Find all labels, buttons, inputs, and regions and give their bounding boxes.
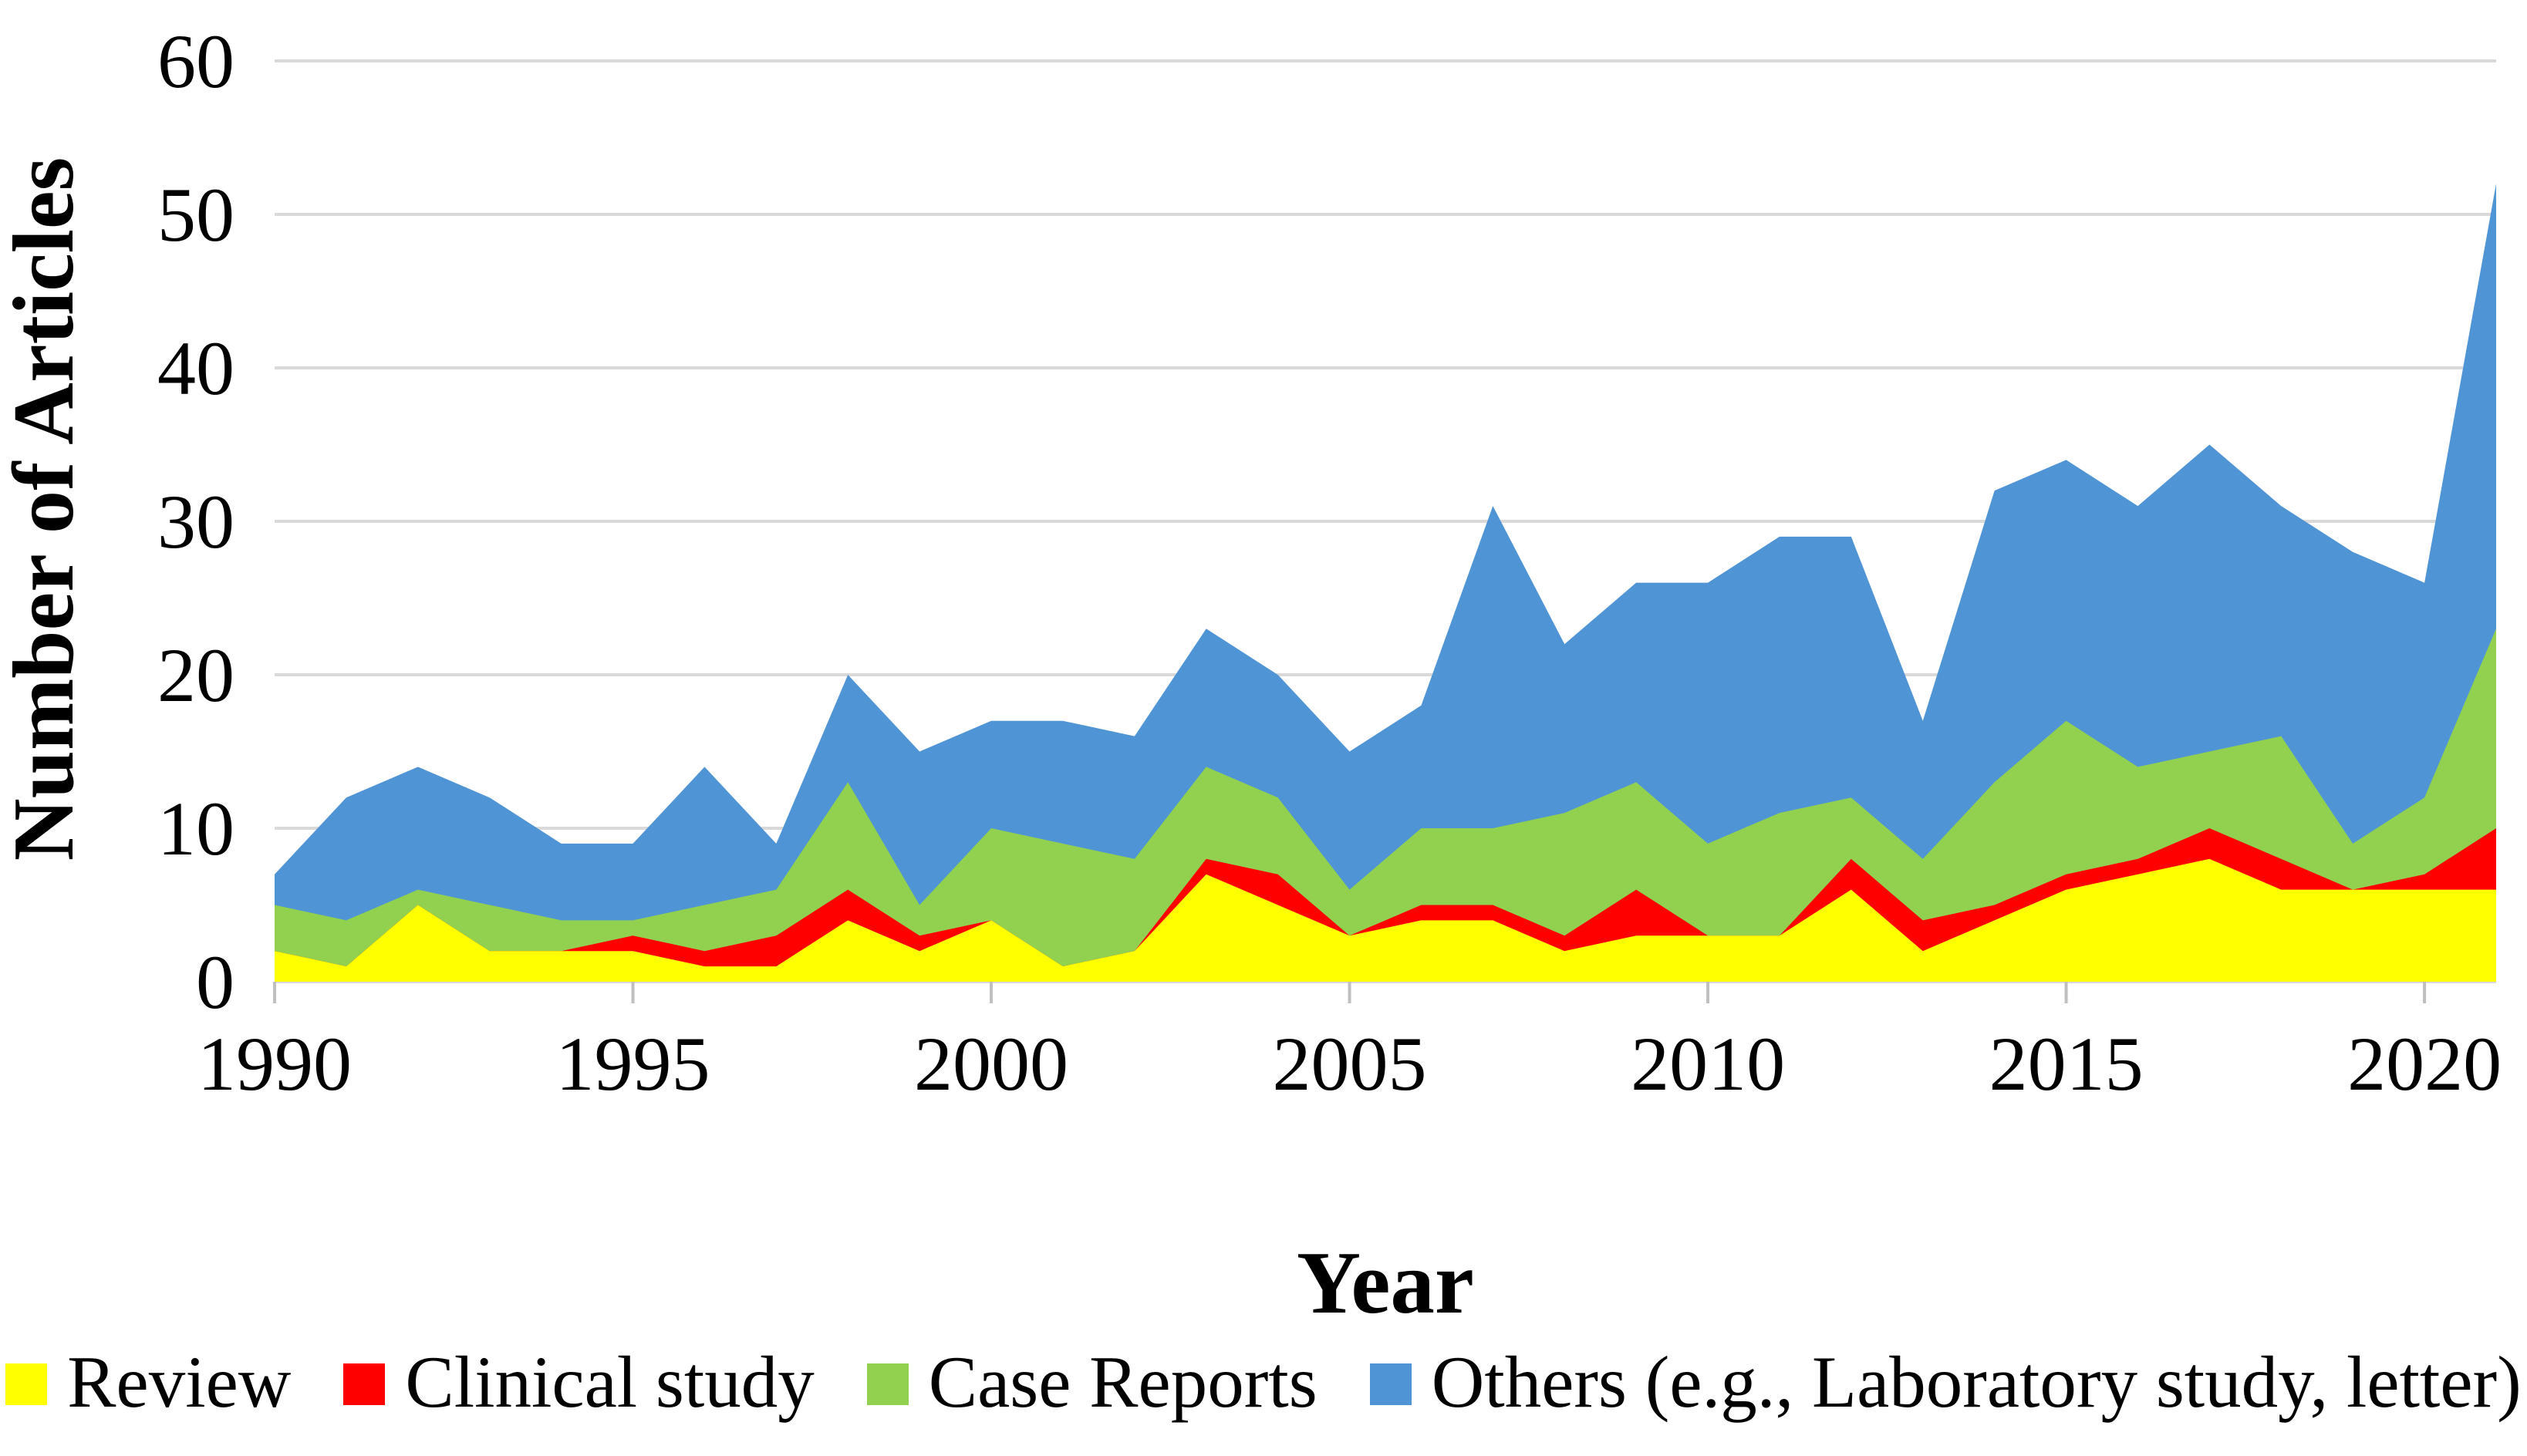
legend-item-review: Review — [5, 1340, 291, 1424]
legend-item-case-reports: Case Reports — [866, 1340, 1317, 1424]
area-others-e-g-laboratory-study-letter — [275, 184, 2496, 982]
y-tick-label-20: 20 — [157, 632, 234, 718]
x-tick-label-2015: 2015 — [1989, 1021, 2144, 1107]
legend-label-case-reports: Case Reports — [928, 1341, 1317, 1423]
legend-label-clinical-study: Clinical study — [405, 1341, 815, 1423]
x-tick-label-2005: 2005 — [1273, 1021, 1427, 1107]
legend-item-clinical-study: Clinical study — [343, 1340, 815, 1424]
others-swatch-icon — [1369, 1363, 1412, 1405]
review-swatch-icon — [5, 1363, 48, 1405]
legend: Review Clinical study Case Reports Other… — [0, 1328, 2527, 1436]
legend-label-others: Others (e.g., Laboratory study, letter) — [1431, 1341, 2522, 1423]
clinical-study-swatch-icon — [343, 1363, 386, 1405]
x-axis-title: Year — [1297, 1234, 1474, 1332]
legend-item-others: Others (e.g., Laboratory study, letter) — [1369, 1340, 2522, 1424]
x-tick-label-2020: 2020 — [2347, 1021, 2502, 1107]
x-tick-label-2000: 2000 — [914, 1021, 1068, 1107]
x-tick-label-2010: 2010 — [1631, 1021, 1785, 1107]
y-tick-label-0: 0 — [196, 939, 234, 1025]
area-review — [275, 858, 2496, 982]
area-case-reports — [275, 629, 2496, 982]
x-tick-label-1990: 1990 — [197, 1021, 352, 1107]
case-reports-swatch-icon — [866, 1363, 909, 1405]
y-tick-label-50: 50 — [157, 172, 234, 258]
y-axis-title: Number of Articles — [0, 157, 92, 861]
legend-label-review: Review — [67, 1341, 292, 1423]
y-tick-label-40: 40 — [157, 325, 234, 411]
y-tick-label-10: 10 — [157, 786, 234, 871]
x-tick-label-1995: 1995 — [556, 1021, 710, 1107]
y-tick-label-30: 30 — [157, 479, 234, 565]
y-tick-label-60: 60 — [157, 19, 234, 104]
